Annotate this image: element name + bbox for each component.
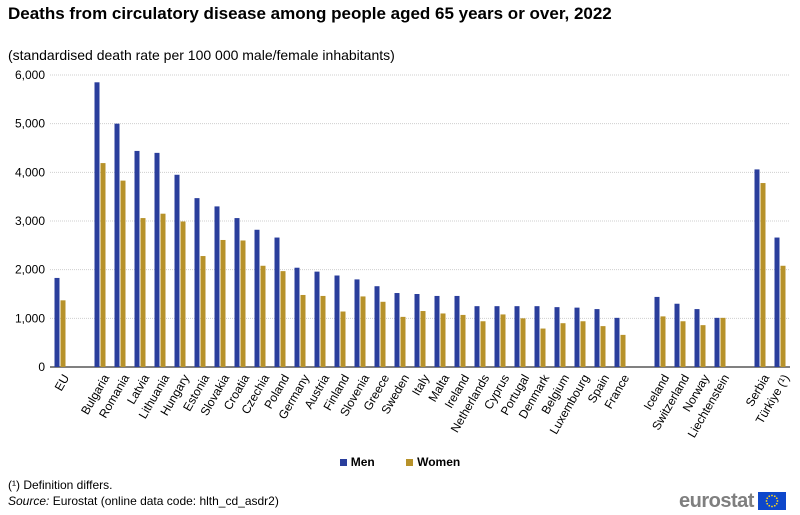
bar-women xyxy=(620,334,626,367)
bar-women xyxy=(120,180,126,367)
bar-women xyxy=(700,325,706,367)
bar-men xyxy=(194,198,200,367)
bar-women xyxy=(240,240,246,367)
bar-men xyxy=(314,271,320,367)
bar-women xyxy=(600,326,606,367)
bar-men xyxy=(714,317,720,367)
bar-women xyxy=(180,221,186,367)
bar-men xyxy=(114,123,120,368)
eu-flag-icon xyxy=(757,492,786,510)
bar-women xyxy=(260,265,266,367)
bar-men xyxy=(474,306,480,367)
bar-women xyxy=(380,301,386,367)
bar-women xyxy=(580,321,586,367)
bar-men xyxy=(134,150,140,367)
bar-women xyxy=(60,300,66,367)
bar-men xyxy=(594,309,600,367)
bar-men xyxy=(94,82,100,368)
legend: Men Women xyxy=(0,455,800,469)
bar-women xyxy=(540,328,546,367)
eurostat-logo: eurostat xyxy=(679,490,786,512)
bar-men xyxy=(394,293,400,367)
footnote: (¹) Definition differs. xyxy=(8,478,113,492)
bar-men xyxy=(774,237,780,367)
bar-men xyxy=(354,279,360,367)
legend-item-women: Women xyxy=(406,455,460,469)
bar-men xyxy=(654,296,660,367)
y-tick-label: 1,000 xyxy=(15,311,45,325)
bar-men xyxy=(514,306,520,367)
bar-men xyxy=(554,307,560,367)
bar-women xyxy=(480,321,486,367)
bar-women xyxy=(760,183,766,367)
bar-men xyxy=(494,306,500,367)
bar-women xyxy=(400,316,406,367)
legend-label-women: Women xyxy=(417,455,461,469)
bar-men xyxy=(334,275,340,367)
legend-item-men: Men xyxy=(339,455,375,469)
bar-men xyxy=(614,317,620,367)
bar-men xyxy=(254,229,260,367)
bar-women xyxy=(420,311,426,367)
bar-men xyxy=(414,294,420,367)
bar-women xyxy=(360,296,366,367)
x-tick-label: EU xyxy=(52,372,72,393)
legend-swatch-men xyxy=(339,459,347,467)
bar-men xyxy=(434,295,440,367)
source-line: Source: Eurostat (online data code: hlth… xyxy=(8,494,279,508)
chart-title: Deaths from circulatory disease among pe… xyxy=(8,4,612,23)
bar-women xyxy=(660,316,666,367)
bar-women xyxy=(300,294,306,367)
bar-women xyxy=(520,318,526,367)
legend-label-men: Men xyxy=(350,455,375,469)
eurostat-logo-text: eurostat xyxy=(679,489,754,512)
bar-women xyxy=(680,321,686,367)
chart-subtitle: (standardised death rate per 100 000 mal… xyxy=(8,47,395,63)
bar-men xyxy=(234,218,240,367)
bar-women xyxy=(280,271,286,367)
source-text: Eurostat (online data code: hlth_cd_asdr… xyxy=(49,494,279,508)
y-tick-label: 5,000 xyxy=(15,117,45,131)
bar-men xyxy=(294,267,300,367)
y-tick-label: 0 xyxy=(38,360,45,374)
bar-men xyxy=(174,174,180,367)
bar-men xyxy=(574,307,580,367)
source-label: Source: xyxy=(8,494,50,508)
legend-swatch-women xyxy=(406,459,414,467)
bar-men xyxy=(694,309,700,367)
bar-women xyxy=(340,311,346,367)
y-tick-label: 2,000 xyxy=(15,263,45,277)
bar-women xyxy=(720,317,726,367)
bar-women xyxy=(140,218,146,367)
bar-men xyxy=(754,169,760,367)
bar-women xyxy=(500,314,506,367)
y-tick-label: 6,000 xyxy=(15,68,45,82)
bar-women xyxy=(780,265,786,367)
bar-women xyxy=(460,314,466,367)
bar-women xyxy=(440,313,446,367)
bar-women xyxy=(560,323,566,367)
bar-men xyxy=(374,286,380,367)
bar-men xyxy=(54,277,60,367)
bar-women xyxy=(220,239,226,367)
bar-men xyxy=(454,295,460,367)
bar-men xyxy=(674,303,680,367)
bar-men xyxy=(274,237,280,367)
bar-women xyxy=(100,163,106,367)
y-tick-label: 3,000 xyxy=(15,214,45,228)
bar-men xyxy=(534,306,540,367)
bar-women xyxy=(160,213,166,367)
bar-women xyxy=(200,256,206,367)
bar-men xyxy=(154,152,160,367)
y-tick-label: 4,000 xyxy=(15,165,45,179)
bar-men xyxy=(214,206,220,367)
bar-women xyxy=(320,295,326,367)
